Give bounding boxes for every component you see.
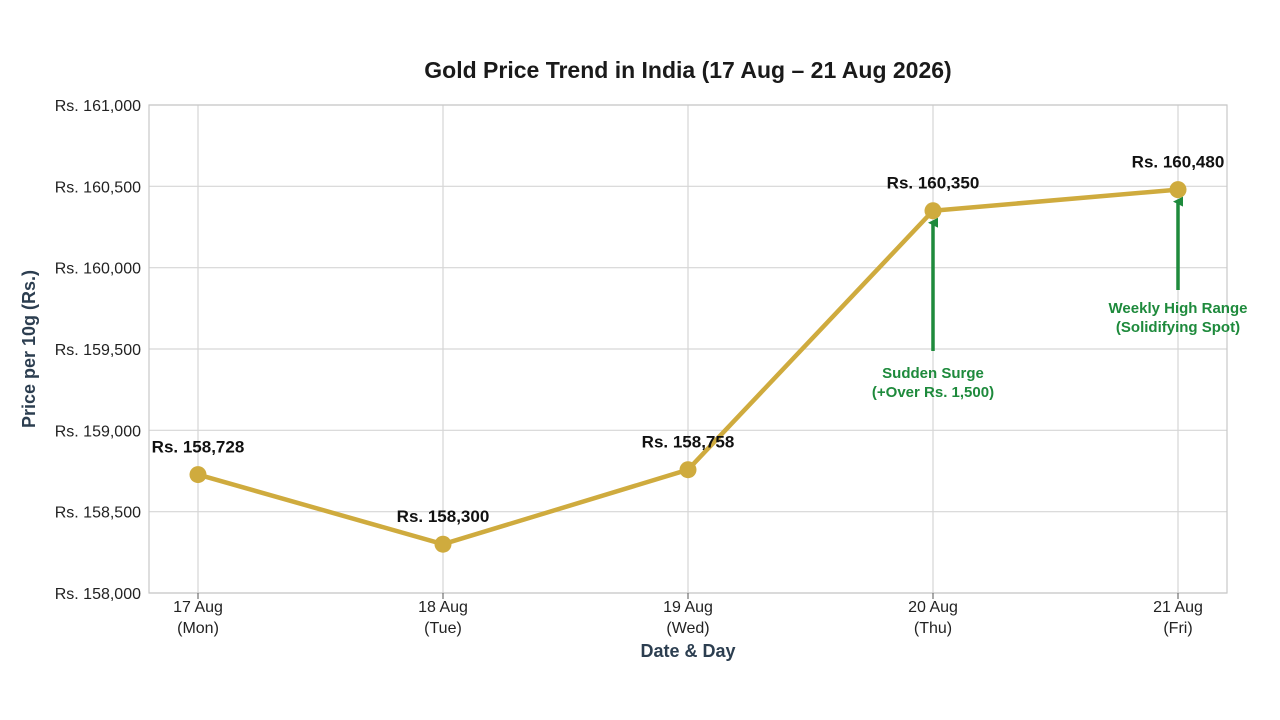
- data-label: Rs. 158,300: [397, 507, 490, 526]
- annotation-text: (Solidifying Spot): [1116, 319, 1240, 336]
- x-tick-date: 17 Aug: [173, 599, 223, 616]
- annotation-text: (+Over Rs. 1,500): [872, 384, 994, 401]
- data-point: [434, 535, 452, 553]
- y-tick-label: Rs. 158,500: [55, 505, 141, 522]
- y-tick-label: Rs. 160,500: [55, 179, 141, 196]
- x-tick-day: (Thu): [914, 620, 952, 637]
- data-point: [1169, 181, 1187, 199]
- data-point: [189, 466, 207, 484]
- x-tick-date: 19 Aug: [663, 599, 713, 616]
- annotation-text: Weekly High Range: [1109, 300, 1248, 317]
- data-point: [679, 461, 697, 479]
- data-label: Rs. 158,758: [642, 433, 735, 452]
- chart-title: Gold Price Trend in India (17 Aug – 21 A…: [424, 57, 951, 83]
- price-series: Rs. 158,728 Rs. 158,300 Rs. 158,758 Rs. 160…: [152, 153, 1225, 553]
- y-axis-ticks: Rs. 158,000 Rs. 158,500 Rs. 159,000 Rs. 159…: [55, 98, 141, 603]
- y-tick-label: Rs. 159,000: [55, 423, 141, 440]
- x-tick-date: 21 Aug: [1153, 599, 1203, 616]
- data-label: Rs. 160,480: [1132, 153, 1225, 172]
- data-point: [924, 202, 942, 220]
- y-axis-label: Price per 10g (Rs.): [19, 270, 39, 428]
- x-tick-date: 20 Aug: [908, 599, 958, 616]
- y-tick-label: Rs. 158,000: [55, 586, 141, 603]
- x-tick-day: (Tue): [424, 620, 462, 637]
- data-label: Rs. 160,350: [887, 174, 980, 193]
- x-tick-day: (Wed): [666, 620, 709, 637]
- grid-layer: [149, 104, 1227, 594]
- x-tick-day: (Mon): [177, 620, 219, 637]
- x-tick-day: (Fri): [1163, 620, 1192, 637]
- x-axis-ticks: 17 Aug (Mon) 18 Aug (Tue) 19 Aug (Wed) 20 Aug (…: [173, 593, 1203, 637]
- x-axis-label: Date & Day: [640, 641, 735, 661]
- y-tick-label: Rs. 159,500: [55, 342, 141, 359]
- y-tick-label: Rs. 160,000: [55, 261, 141, 278]
- data-label: Rs. 158,728: [152, 438, 245, 457]
- x-tick-date: 18 Aug: [418, 599, 468, 616]
- annotations: Sudden Surge (+Over Rs. 1,500) Weekly High…: [872, 196, 1248, 401]
- annotation-text: Sudden Surge: [882, 365, 984, 382]
- y-tick-label: Rs. 161,000: [55, 98, 141, 115]
